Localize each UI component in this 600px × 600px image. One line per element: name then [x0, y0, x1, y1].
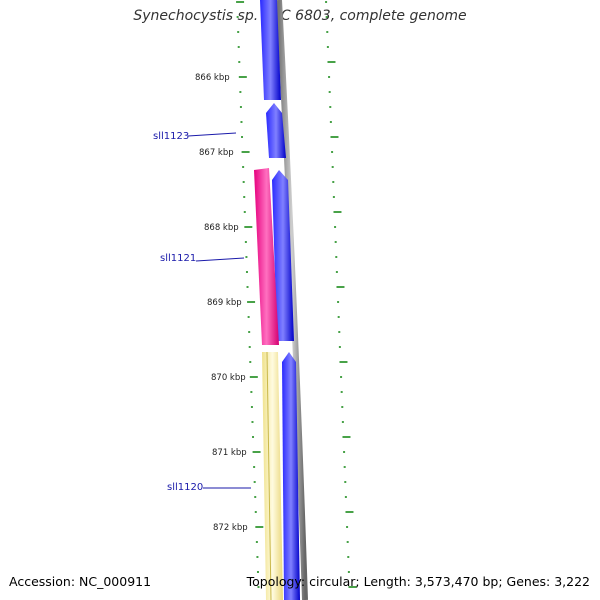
- cds-feature-blue-3: [272, 170, 294, 341]
- gene-label-sll1121[interactable]: sll1121: [160, 253, 196, 264]
- cds-feature-blue-4: [282, 352, 300, 600]
- gene-label-sll1123[interactable]: sll1123: [153, 131, 189, 142]
- genome-backbone: [276, 0, 308, 600]
- genome-summary-label: Topology: circular; Length: 3,573,470 bp…: [246, 574, 590, 589]
- ruler-label-868: 868 kbp: [204, 223, 239, 233]
- ruler-label-869: 869 kbp: [207, 298, 242, 308]
- ruler-label-871: 871 kbp: [212, 448, 247, 458]
- accession-label: Accession: NC_000911: [9, 574, 152, 589]
- ruler-label-867: 867 kbp: [199, 148, 234, 158]
- gene-label-sll1123-leader: [187, 132, 237, 137]
- cds-feature-blue-2: [266, 103, 286, 158]
- ruler-label-866: 866 kbp: [195, 73, 230, 83]
- ruler-label-870: 870 kbp: [211, 373, 246, 383]
- map-title: Synechocystis sp. PCC 6803, complete gen…: [133, 8, 467, 24]
- ruler-tick-marks-right: [325, 1, 357, 588]
- ruler-label-872: 872 kbp: [213, 523, 248, 533]
- gene-feature-sll1120-line: [266, 351, 272, 600]
- gene-feature-sll1120: [262, 352, 283, 600]
- cds-feature-blue-1: [260, 0, 281, 100]
- gene-label-sll1121-leader: [195, 257, 245, 262]
- gene-feature-sll1121: [254, 168, 279, 345]
- gene-label-sll1120[interactable]: sll1120: [167, 482, 203, 493]
- ruler-tick-marks-left: [236, 1, 264, 588]
